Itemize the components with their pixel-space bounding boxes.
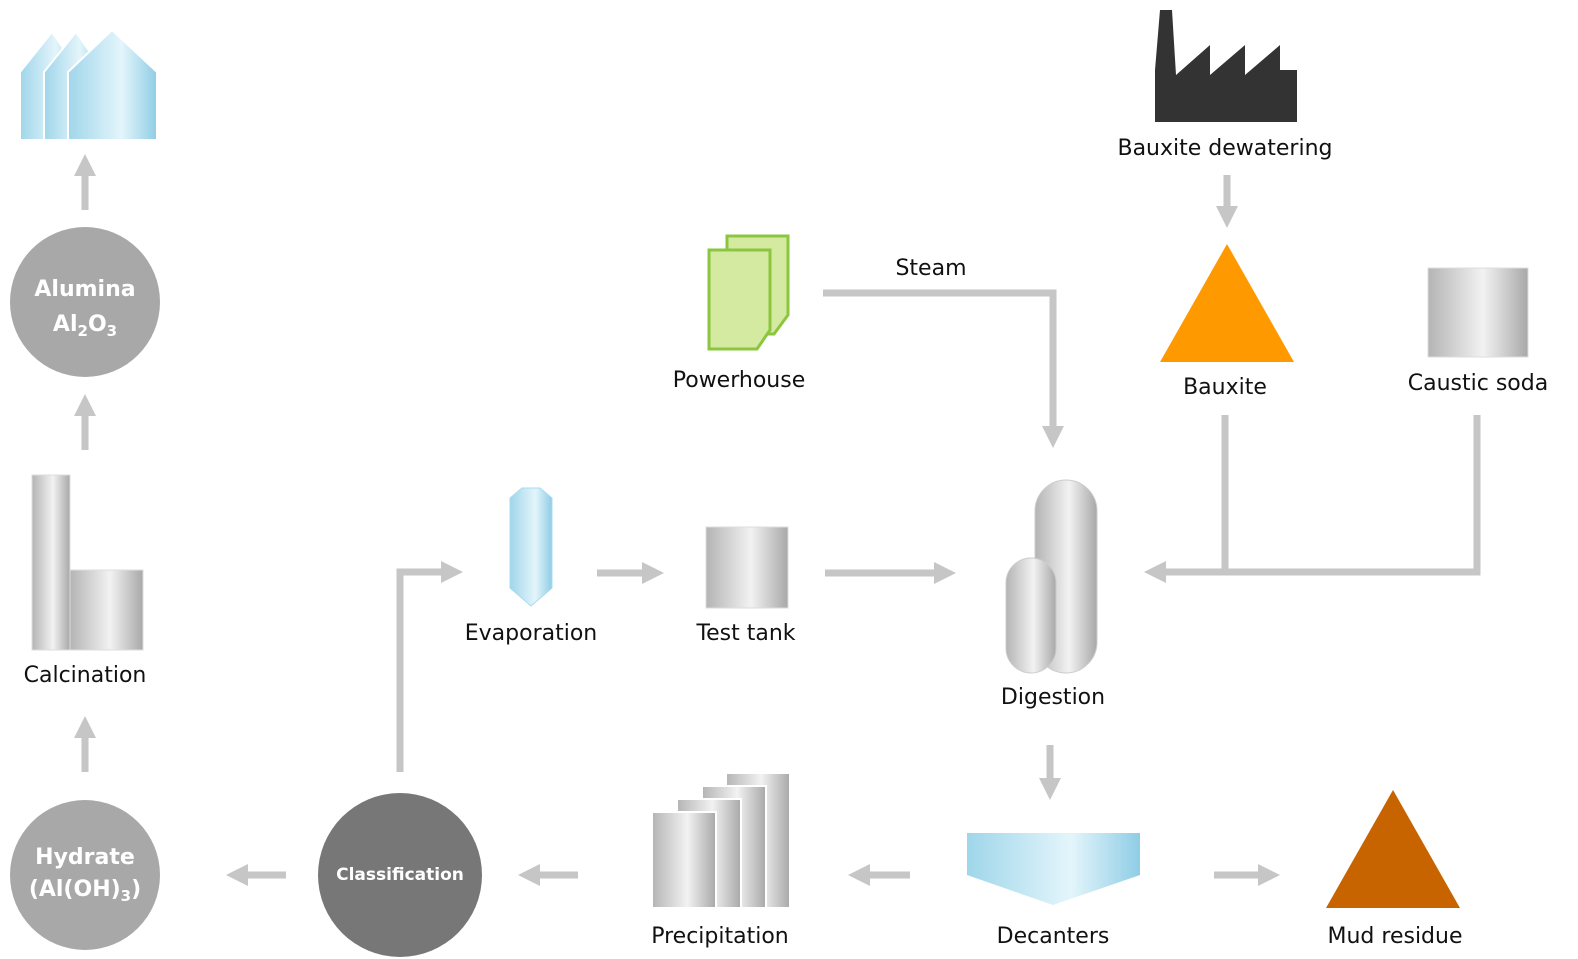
factory-icon [1155,10,1297,122]
node-label: Evaporation [465,621,598,646]
node-label: Powerhouse [673,368,805,393]
node-label: Caustic soda [1408,371,1548,396]
node-label: Mud residue [1328,924,1463,949]
hydrate-node [10,800,160,950]
test-tank-icon [706,527,788,608]
node-label: Hydrate [35,845,135,870]
node-label: Calcination [24,663,147,688]
node-label: Test tank [695,621,795,646]
evaporation-icon [510,488,552,606]
node-label: Digestion [1001,685,1105,710]
powerhouse-icon [709,236,788,349]
decanters-icon [967,833,1140,905]
calcination-icon [32,475,143,650]
node-label: Bauxite dewatering [1117,136,1332,161]
node-label: Bauxite [1183,375,1267,400]
node-label: Decanters [997,924,1110,949]
edge-label: Steam [895,256,966,281]
alumina-storage-icon [20,30,157,140]
caustic-soda-icon [1428,268,1528,357]
precipitation-icon [652,773,790,908]
node-label: Alumina [34,277,135,302]
digestion-icon [1006,480,1097,673]
node-label: Precipitation [651,924,789,949]
node-label: Classification [336,865,464,885]
mud-residue-icon [1326,790,1460,908]
alumina-node [10,227,160,377]
process-diagram: Alumina Al2O3 Calcination Hydrate (Al(OH… [0,0,1578,959]
bauxite-icon [1160,244,1294,362]
